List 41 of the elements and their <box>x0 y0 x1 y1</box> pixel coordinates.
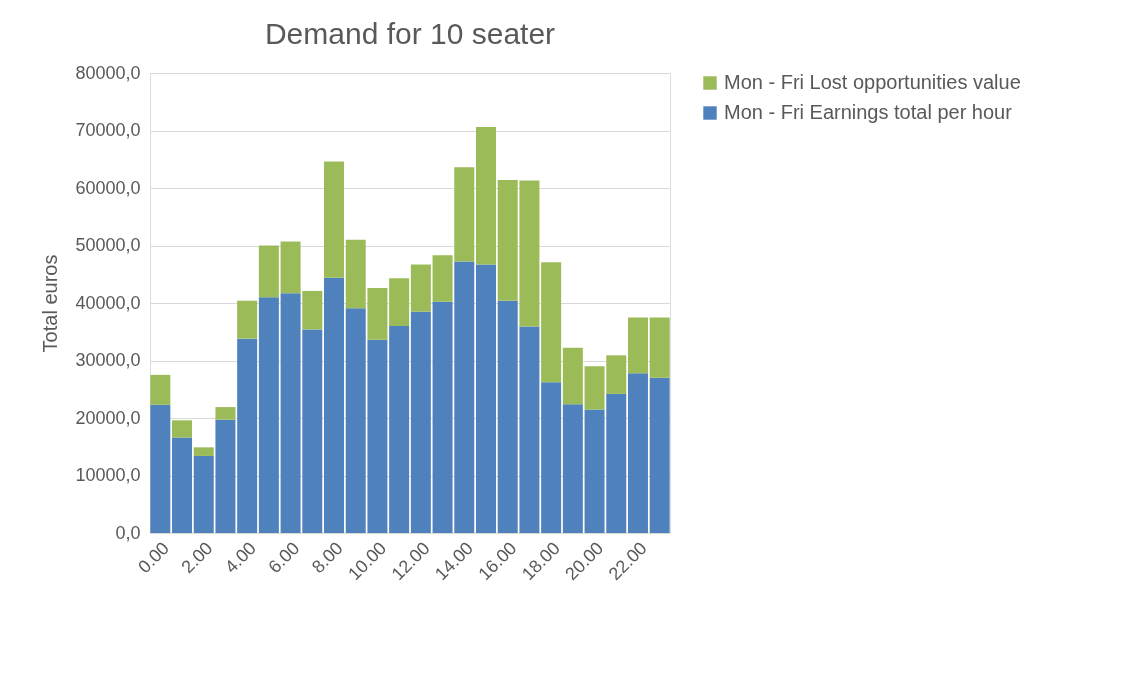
bar <box>237 338 258 533</box>
bar <box>237 300 258 339</box>
legend-label: Mon - Fri Earnings total per hour <box>724 101 1013 123</box>
bar <box>324 277 345 533</box>
bar <box>324 161 345 278</box>
bar <box>215 407 236 420</box>
y-tick-label: 80000,0 <box>75 62 141 83</box>
y-axis-title: Total euros <box>39 254 62 353</box>
x-tick-label: 6.00 <box>264 538 304 578</box>
x-tick-label: 4.00 <box>220 538 260 578</box>
bar <box>258 297 279 533</box>
y-tick-label: 40000,0 <box>75 292 141 313</box>
bar <box>649 317 670 378</box>
x-tick-label: 8.00 <box>307 538 347 578</box>
chart-title: Demand for 10 seater <box>264 17 556 50</box>
bar <box>541 262 562 383</box>
y-tick-label: 70000,0 <box>75 120 141 140</box>
bar <box>172 420 193 438</box>
y-tick-label: 50000,0 <box>75 235 141 255</box>
bar <box>541 382 562 533</box>
bar <box>475 264 496 533</box>
bar <box>627 317 648 374</box>
bar <box>258 245 279 298</box>
bar <box>475 127 496 265</box>
bar <box>150 404 171 533</box>
bar <box>193 447 214 456</box>
bar <box>150 374 171 405</box>
bar <box>410 264 431 312</box>
y-tick-label: 10000,0 <box>75 465 141 485</box>
y-tick-label: 60000,0 <box>75 177 141 198</box>
bar <box>172 437 193 533</box>
bar <box>649 377 670 533</box>
bar <box>562 404 583 533</box>
bar <box>562 347 583 405</box>
y-tick-label: 20000,0 <box>75 407 141 428</box>
y-tick-label: 30000,0 <box>75 350 141 370</box>
bar <box>627 373 648 533</box>
bar <box>410 311 431 533</box>
bar <box>389 278 410 326</box>
legend-label: Mon - Fri Lost opportunities value <box>724 71 1021 93</box>
bar <box>389 326 410 533</box>
